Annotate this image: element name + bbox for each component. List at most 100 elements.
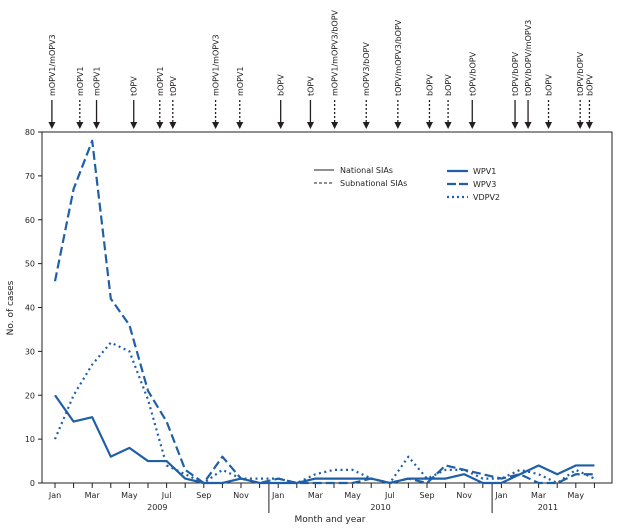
- sia-marker: tOPV/bOPV: [468, 51, 477, 129]
- sia-label: mOPV1: [93, 67, 102, 96]
- legend-label: WPV1: [473, 167, 496, 176]
- y-axis-label: No. of cases: [6, 280, 16, 335]
- x-tick-label: Nov: [456, 491, 472, 500]
- sia-marker: mOPV1: [76, 67, 85, 129]
- sia-arrow-head: [169, 122, 177, 129]
- y-tick-label: 20: [25, 391, 35, 400]
- sia-arrow-head: [48, 122, 56, 129]
- sia-arrow-head: [394, 122, 402, 129]
- y-tick-label: 60: [25, 216, 35, 225]
- x-tick-label: May: [121, 491, 138, 500]
- x-tick-label: Jan: [494, 491, 507, 500]
- sia-label: tOPV: [130, 76, 139, 96]
- y-tick-label: 80: [25, 128, 35, 137]
- sia-label: bOPV: [277, 74, 286, 96]
- plot-frame: [41, 131, 613, 484]
- x-tick-label: Sep: [196, 491, 211, 500]
- x-tick-label: May: [344, 491, 361, 500]
- sia-label: tOPV: [169, 76, 178, 96]
- x-tick-label: Mar: [308, 491, 324, 500]
- legend-label: National SIAs: [340, 166, 393, 175]
- x-tick-label: Mar: [85, 491, 101, 500]
- sia-label: tOPV/mOPV3/bOPV: [394, 19, 403, 96]
- x-tick-label: Jul: [161, 491, 172, 500]
- x-tick-label: Jan: [48, 491, 61, 500]
- sia-arrow-head: [362, 122, 370, 129]
- sia-marker: bOPV: [277, 74, 286, 129]
- sia-label: tOPV: [306, 76, 315, 96]
- sia-arrow-head: [524, 122, 532, 129]
- series-line-wpv1: [54, 394, 595, 485]
- year-label: 2011: [538, 503, 558, 512]
- sia-marker: tOPV: [306, 76, 315, 129]
- sia-label: tOPV/bOPV/mOPV3: [524, 20, 533, 96]
- x-tick-label: Jan: [271, 491, 284, 500]
- y-tick-label: 10: [25, 435, 35, 444]
- sia-marker: bOPV: [425, 74, 434, 129]
- x-tick-label: Jul: [384, 491, 395, 500]
- sia-arrow-head: [444, 122, 452, 129]
- x-tick-label: Sep: [419, 491, 434, 500]
- sia-label: mOPV1/mOPV3: [48, 34, 57, 96]
- sia-arrow-head: [545, 122, 553, 129]
- sia-arrow-head: [331, 122, 339, 129]
- sia-marker: mOPV1: [156, 67, 165, 129]
- legend-label: WPV3: [473, 180, 496, 189]
- sia-label: bOPV: [545, 74, 554, 96]
- sia-marker: mOPV1/mOPV3: [48, 34, 57, 129]
- legend-label: VDPV2: [473, 193, 500, 202]
- y-tick-label: 40: [25, 304, 35, 313]
- series-line-vdpv2: [53, 341, 595, 485]
- y-tick-label: 0: [30, 479, 35, 488]
- series-line-wpv3: [53, 139, 595, 485]
- sia-arrow-head: [576, 122, 584, 129]
- sia-label: mOPV1/mOPV3/bOPV: [331, 9, 340, 96]
- x-tick-label: May: [568, 491, 585, 500]
- sia-label: mOPV3/bOPV: [362, 42, 371, 96]
- sia-marker: mOPV1: [93, 67, 102, 129]
- sia-arrow-head: [585, 122, 593, 129]
- sia-label: bOPV: [425, 74, 434, 96]
- sia-arrow-head: [130, 122, 138, 129]
- sia-arrow-head: [306, 122, 314, 129]
- y-tick-label: 70: [25, 172, 35, 181]
- sia-marker: mOPV3/bOPV: [362, 42, 371, 129]
- sia-marker: mOPV1/mOPV3: [212, 34, 221, 129]
- year-label: 2009: [147, 503, 167, 512]
- sia-marker: bOPV: [444, 74, 453, 129]
- y-tick-label: 50: [25, 260, 35, 269]
- sia-marker: mOPV1: [236, 67, 245, 129]
- x-tick-label: Nov: [233, 491, 249, 500]
- sia-marker: mOPV1/mOPV3/bOPV: [331, 9, 340, 129]
- x-tick-label: Mar: [531, 491, 547, 500]
- sia-marker: tOPV/mOPV3/bOPV: [394, 19, 403, 129]
- sia-label: tOPV/bOPV: [511, 51, 520, 96]
- sia-label: mOPV1: [236, 67, 245, 96]
- sia-arrow-head: [425, 122, 433, 129]
- sia-arrow-head: [468, 122, 476, 129]
- sia-arrow-head: [212, 122, 220, 129]
- sia-marker: bOPV: [545, 74, 554, 129]
- sia-marker: tOPV/bOPV: [576, 51, 585, 129]
- sia-marker: tOPV/bOPV/mOPV3: [524, 20, 533, 129]
- sia-marker: tOPV/bOPV: [511, 51, 520, 129]
- sia-arrow-head: [511, 122, 519, 129]
- sia-arrow-head: [156, 122, 164, 129]
- sia-label: mOPV1: [156, 67, 165, 96]
- sia-arrow-head: [93, 122, 101, 129]
- sia-label: tOPV/bOPV: [468, 51, 477, 96]
- sia-arrow-head: [76, 122, 84, 129]
- sia-arrow-head: [277, 122, 285, 129]
- sia-label: mOPV1/mOPV3: [212, 34, 221, 96]
- sia-label: bOPV: [585, 74, 594, 96]
- sia-marker: tOPV: [169, 76, 178, 129]
- sia-marker: tOPV: [130, 76, 139, 129]
- sia-marker: bOPV: [585, 74, 594, 129]
- sia-arrow-head: [236, 122, 244, 129]
- year-label: 2010: [370, 503, 390, 512]
- legend-label: Subnational SIAs: [340, 179, 407, 188]
- y-tick-label: 30: [25, 347, 35, 356]
- sia-label: tOPV/bOPV: [576, 51, 585, 96]
